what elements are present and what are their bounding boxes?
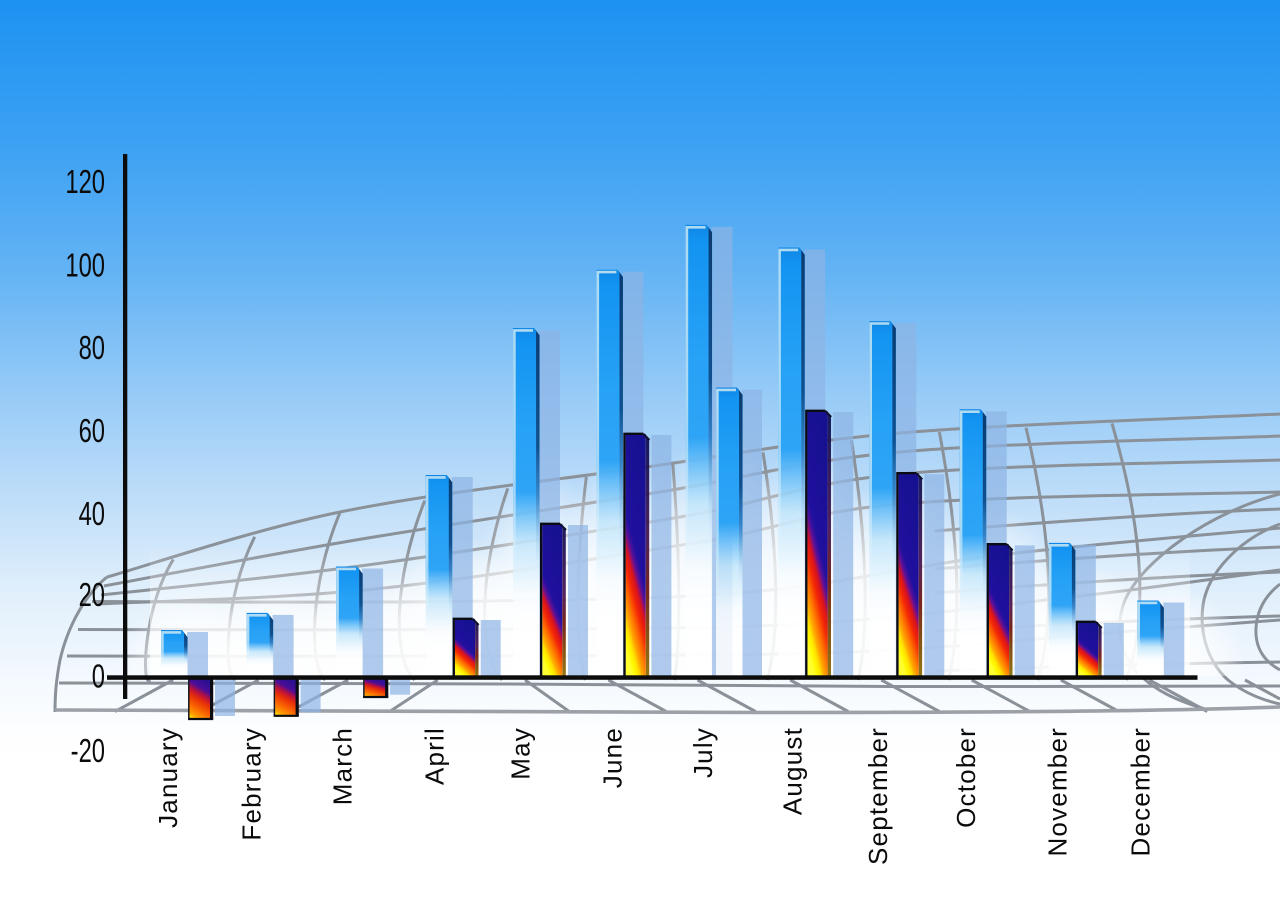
- svg-text:120: 120: [65, 164, 105, 201]
- svg-text:August: August: [777, 727, 807, 815]
- svg-text:40: 40: [79, 496, 105, 533]
- svg-text:100: 100: [65, 248, 105, 285]
- svg-text:80: 80: [79, 330, 105, 367]
- svg-text:September: September: [863, 727, 893, 865]
- svg-text:November: November: [1043, 727, 1073, 857]
- svg-text:May: May: [506, 727, 536, 780]
- svg-text:60: 60: [79, 413, 105, 450]
- svg-text:October: October: [951, 727, 981, 828]
- svg-text:20: 20: [79, 577, 105, 614]
- svg-text:April: April: [419, 727, 449, 785]
- svg-text:February: February: [237, 727, 267, 841]
- svg-text:June: June: [597, 727, 627, 788]
- svg-text:December: December: [1125, 727, 1155, 857]
- svg-text:July: July: [688, 727, 718, 778]
- svg-text:March: March: [328, 727, 358, 805]
- svg-text:-20: -20: [71, 733, 105, 770]
- svg-text:0: 0: [92, 659, 105, 696]
- svg-text:January: January: [153, 727, 183, 828]
